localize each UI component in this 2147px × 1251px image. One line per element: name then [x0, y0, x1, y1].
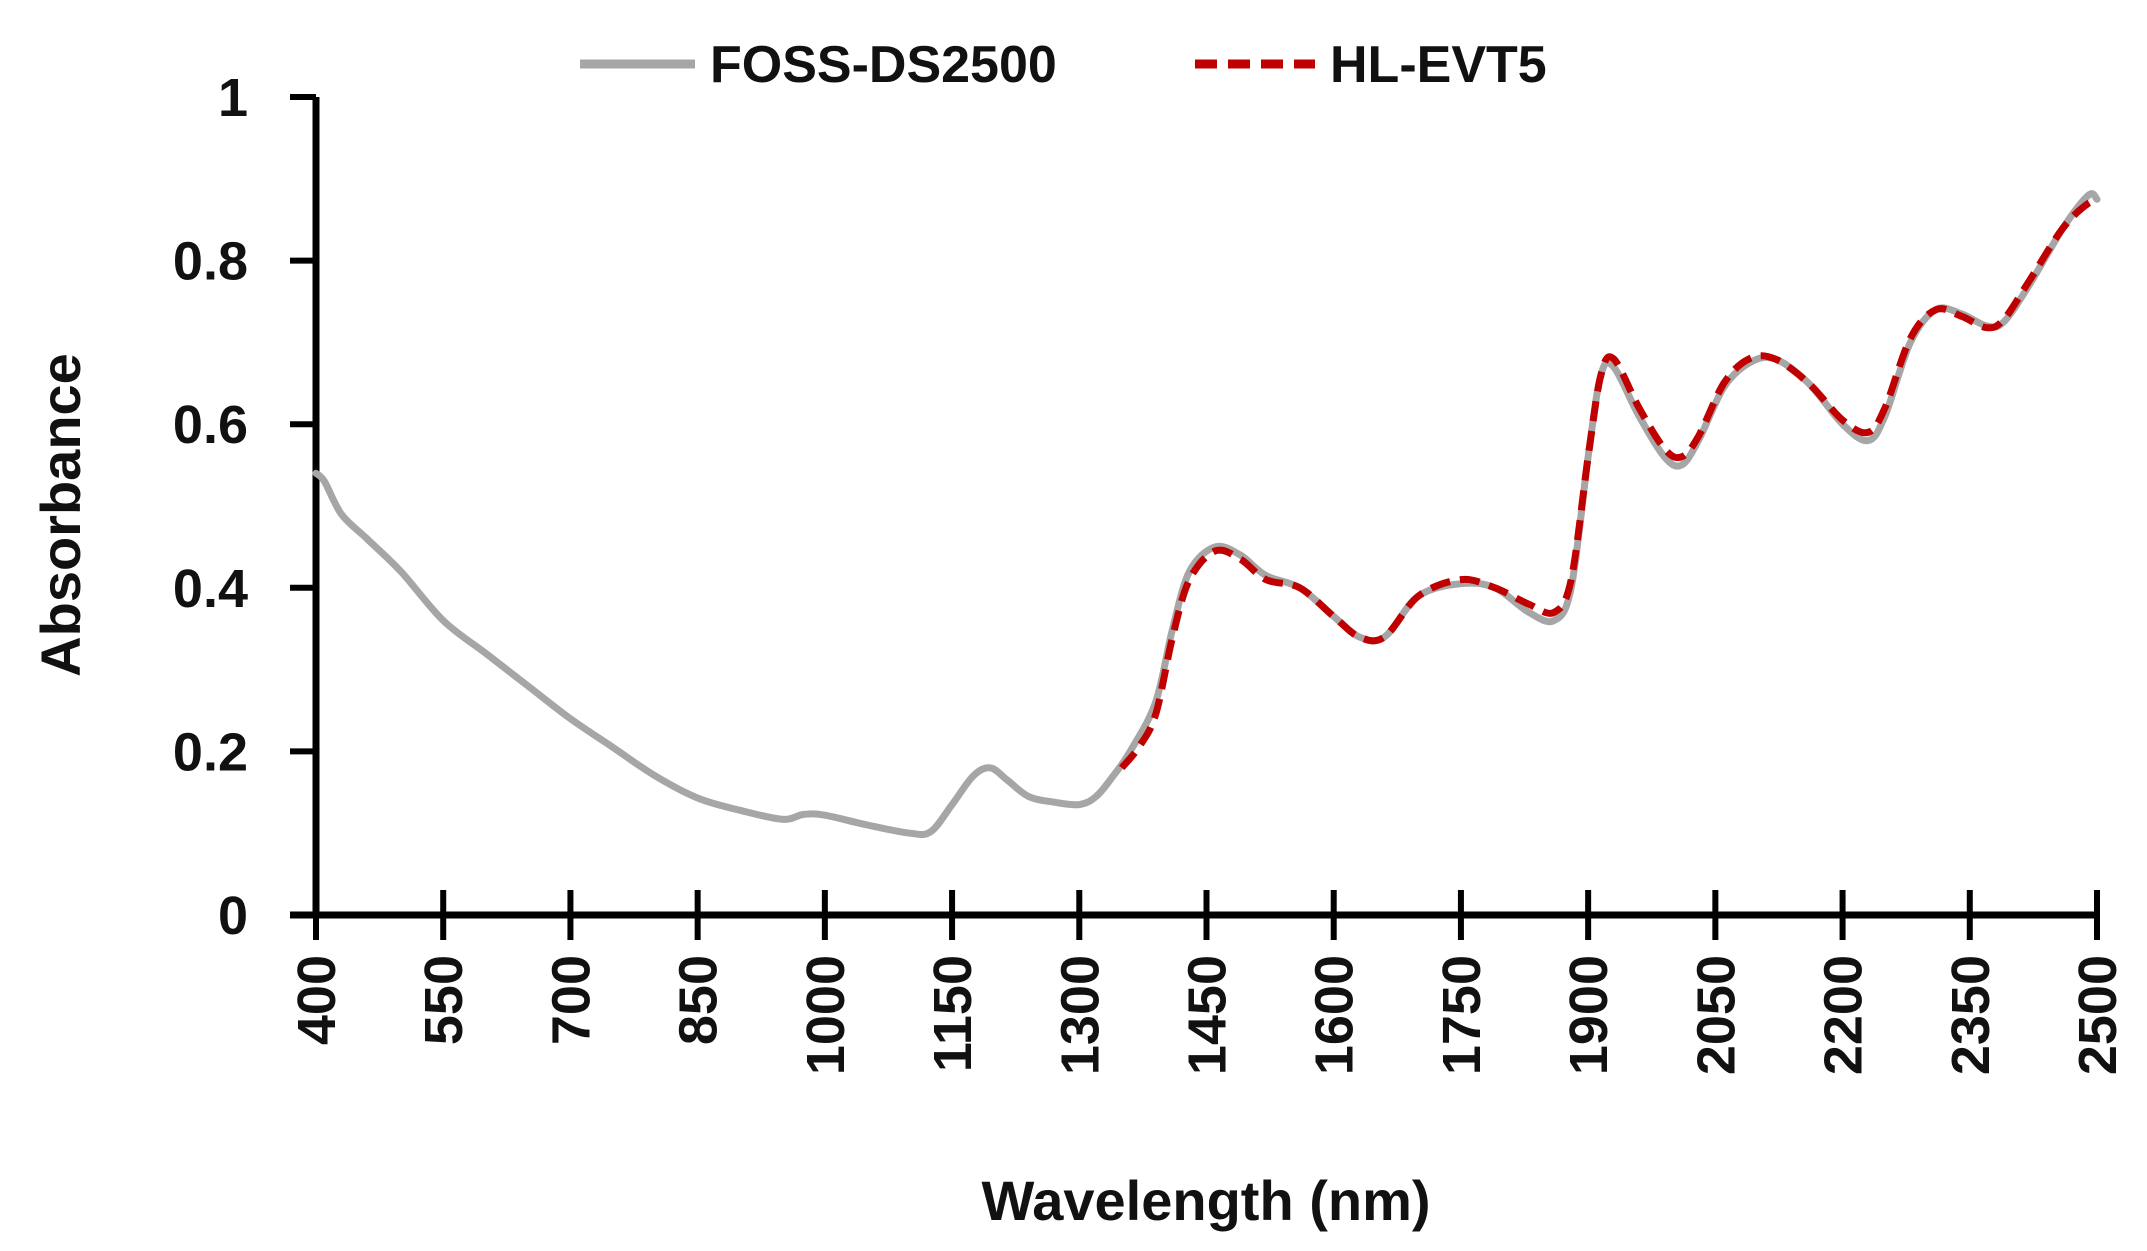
- y-tick-label: 0.4: [173, 559, 248, 619]
- x-tick-label: 700: [541, 955, 601, 1045]
- series-line-foss-ds2500: [312, 190, 2101, 839]
- x-tick-label: 2500: [2068, 955, 2128, 1075]
- y-tick-label: 1: [218, 68, 248, 128]
- y-tick-label: 0.8: [173, 232, 248, 292]
- x-tick-label: 1450: [1178, 955, 1238, 1075]
- x-tick-label: 2350: [1941, 955, 2001, 1075]
- x-tick-label: 1750: [1432, 955, 1492, 1075]
- x-tick-label: 850: [669, 955, 729, 1045]
- x-tick-label: 400: [287, 955, 347, 1045]
- x-tick-label: 1300: [1050, 955, 1110, 1075]
- x-axis-title: Wavelength (nm): [981, 1169, 1430, 1232]
- x-tick-label: 2200: [1814, 955, 1874, 1075]
- y-tick-label: 0.6: [173, 395, 248, 455]
- x-tick-label: 1000: [796, 955, 856, 1075]
- x-axis-ticks: 400 550 700 850 1000 1150 1300 1450 1600 1750 1900…: [287, 890, 2128, 1075]
- x-tick-label: 550: [414, 955, 474, 1045]
- legend-label-foss-ds2500: FOSS-DS2500: [710, 36, 1057, 94]
- x-tick-label: 1900: [1559, 955, 1619, 1075]
- x-tick-label: 2050: [1686, 955, 1746, 1075]
- legend-label-hl-evt5: HL-EVT5: [1330, 36, 1547, 94]
- series-line-hl-evt5: [1118, 198, 2099, 771]
- legend: FOSS-DS2500 HL-EVT5: [580, 36, 1547, 94]
- y-axis-ticks: 0 0.2 0.4 0.6 0.8 1: [173, 68, 316, 946]
- y-tick-label: 0: [218, 886, 248, 946]
- x-tick-label: 1600: [1305, 955, 1365, 1075]
- series-layer: [312, 190, 2101, 839]
- y-axis-title: Absorbance: [29, 353, 92, 677]
- x-tick-label: 1150: [923, 955, 983, 1072]
- y-tick-label: 0.2: [173, 722, 248, 782]
